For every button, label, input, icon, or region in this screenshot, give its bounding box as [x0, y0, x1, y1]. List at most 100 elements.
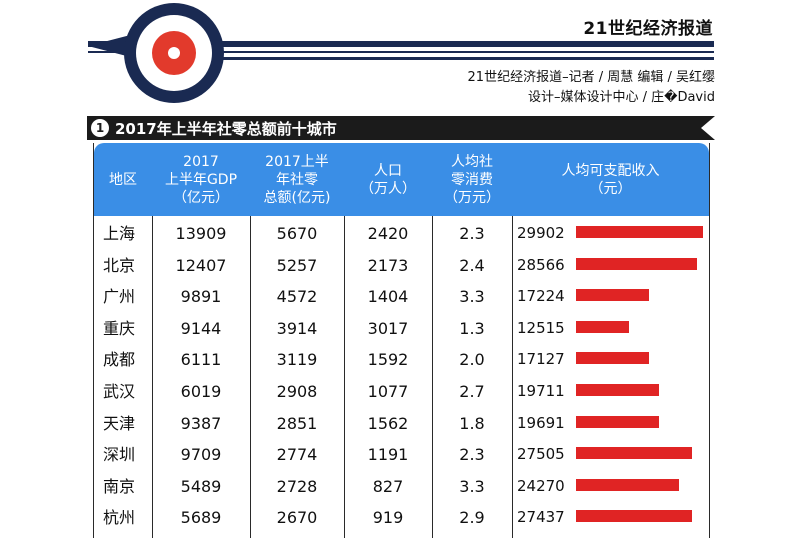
cell-gdp: 5489: [180, 476, 222, 496]
cell-per-capita-retail: 3.3: [459, 476, 485, 496]
income-bar: [576, 257, 697, 270]
cell-gdp: 9387: [180, 413, 222, 433]
income-bar: [576, 447, 692, 460]
cell-retail-total: 3914: [276, 318, 318, 338]
title-band: 1 2017年上半年社零总额前十城市: [87, 116, 715, 140]
cell-city: 北京: [103, 255, 136, 275]
table-header: 地区 2017 上半年GDP （亿元） 2017上半 年社零 总额(亿元) 人口…: [94, 143, 709, 216]
cell-population: 1404: [367, 287, 409, 307]
cell-per-capita-retail: 2.9: [459, 508, 485, 528]
cell-income: 24270: [517, 476, 565, 495]
title-band-bg: [87, 116, 715, 140]
cell-retail-total: 2728: [276, 476, 318, 496]
cell-gdp: 6019: [180, 382, 222, 401]
cell-income: 29902: [517, 224, 565, 242]
cell-population: 2420: [367, 224, 409, 243]
header-population: 人口 （万人）: [360, 162, 416, 197]
cell-per-capita-retail: 1.3: [459, 318, 485, 338]
header-logo-art: [88, 3, 714, 103]
column-divider: [432, 216, 433, 538]
header-retail-total: 2017上半 年社零 总额(亿元): [263, 153, 331, 206]
cell-gdp: 9144: [180, 318, 222, 338]
cell-population: 919: [372, 508, 404, 528]
cell-city: 深圳: [103, 445, 136, 465]
header-per-capita-retail: 人均社 零消费 （万元）: [444, 153, 500, 206]
cell-retail-total: 2774: [276, 445, 318, 465]
header-stripe-top: [88, 41, 714, 47]
cell-city: 重庆: [103, 318, 136, 338]
cell-retail-total: 2670: [276, 508, 318, 528]
cell-retail-total: 2908: [276, 382, 318, 401]
cell-gdp: 9709: [180, 445, 222, 465]
cell-per-capita-retail: 2.4: [459, 255, 485, 275]
cell-city: 成都: [103, 350, 136, 370]
cell-population: 1562: [367, 413, 409, 433]
cell-income: 19691: [517, 413, 565, 432]
income-bar: [576, 510, 692, 523]
credit-line-authors: 21世纪经济报道–记者 / 周慧 编辑 / 吴红缨: [467, 70, 715, 85]
column-divider: [512, 216, 513, 538]
table-row: 上海 13909 5670 2420 2.3 29902: [94, 218, 709, 249]
income-bar: [576, 226, 703, 238]
income-bar: [576, 289, 649, 302]
cell-income: 27505: [517, 445, 565, 464]
cell-gdp: 12407: [175, 255, 227, 275]
cell-retail-total: 5670: [276, 224, 318, 243]
table-row: 杭州 5689 2670 919 2.9 27437: [94, 502, 709, 533]
cell-per-capita-retail: 2.0: [459, 350, 485, 370]
cell-per-capita-retail: 2.3: [459, 445, 485, 465]
cell-income: 27437: [517, 508, 565, 527]
cell-city: 杭州: [103, 508, 136, 528]
cell-gdp: 9891: [180, 287, 222, 307]
cell-population: 1592: [367, 350, 409, 370]
brand-name: 21世纪经济报道: [583, 19, 713, 39]
page-title: 2017年上半年社零总额前十城市: [115, 120, 337, 138]
header-gdp: 2017 上半年GDP （亿元）: [164, 153, 238, 206]
column-divider: [250, 216, 251, 538]
logo-center-dot: [168, 47, 180, 59]
column-divider: [152, 216, 153, 538]
cell-retail-total: 3119: [276, 350, 318, 370]
cell-gdp: 5689: [180, 508, 222, 528]
income-bar: [576, 352, 649, 365]
cell-per-capita-retail: 2.3: [459, 224, 485, 243]
credit-line-design: 设计–媒体设计中心 / 庄�David: [527, 90, 715, 105]
column-divider: [344, 216, 345, 538]
cell-population: 2173: [367, 255, 409, 275]
income-bar: [576, 320, 629, 333]
table-row: 武汉 6019 2908 1077 2.7 19711: [94, 376, 709, 407]
income-bar: [576, 415, 659, 428]
header-stripe-thin: [88, 51, 714, 53]
table-row: 北京 12407 5257 2173 2.4 28566: [94, 250, 709, 281]
cell-gdp: 13909: [175, 224, 227, 243]
cell-city: 广州: [103, 287, 136, 307]
table-row: 南京 5489 2728 827 3.3 24270: [94, 471, 709, 502]
header-stripe-right: [205, 57, 714, 60]
cell-per-capita-retail: 3.3: [459, 287, 485, 307]
header-income: 人均可支配收入 （元）: [561, 162, 660, 197]
title-number-badge: 1: [91, 119, 109, 137]
cell-income: 17127: [517, 350, 565, 369]
income-bar: [576, 478, 679, 491]
table-row: 深圳 9709 2774 1191 2.3 27505: [94, 439, 709, 470]
cell-gdp: 6111: [180, 350, 222, 370]
cell-income: 19711: [517, 382, 565, 400]
cell-per-capita-retail: 1.8: [459, 413, 485, 433]
cell-retail-total: 4572: [276, 287, 318, 307]
cell-income: 12515: [517, 318, 565, 337]
table-row: 天津 9387 2851 1562 1.8 19691: [94, 408, 709, 439]
table-row: 成都 6111 3119 1592 2.0 17127: [94, 344, 709, 375]
income-bar: [576, 384, 659, 396]
header-city: 地区: [109, 171, 137, 188]
cell-population: 1191: [367, 445, 409, 465]
cell-city: 武汉: [103, 382, 136, 401]
cell-retail-total: 5257: [276, 255, 318, 275]
cell-per-capita-retail: 2.7: [459, 382, 485, 401]
cell-city: 上海: [103, 224, 136, 243]
cell-city: 南京: [103, 476, 136, 496]
data-table: 地区 2017 上半年GDP （亿元） 2017上半 年社零 总额(亿元) 人口…: [93, 143, 710, 538]
cell-population: 827: [372, 476, 404, 496]
cell-income: 17224: [517, 287, 565, 306]
cell-population: 1077: [367, 382, 409, 401]
